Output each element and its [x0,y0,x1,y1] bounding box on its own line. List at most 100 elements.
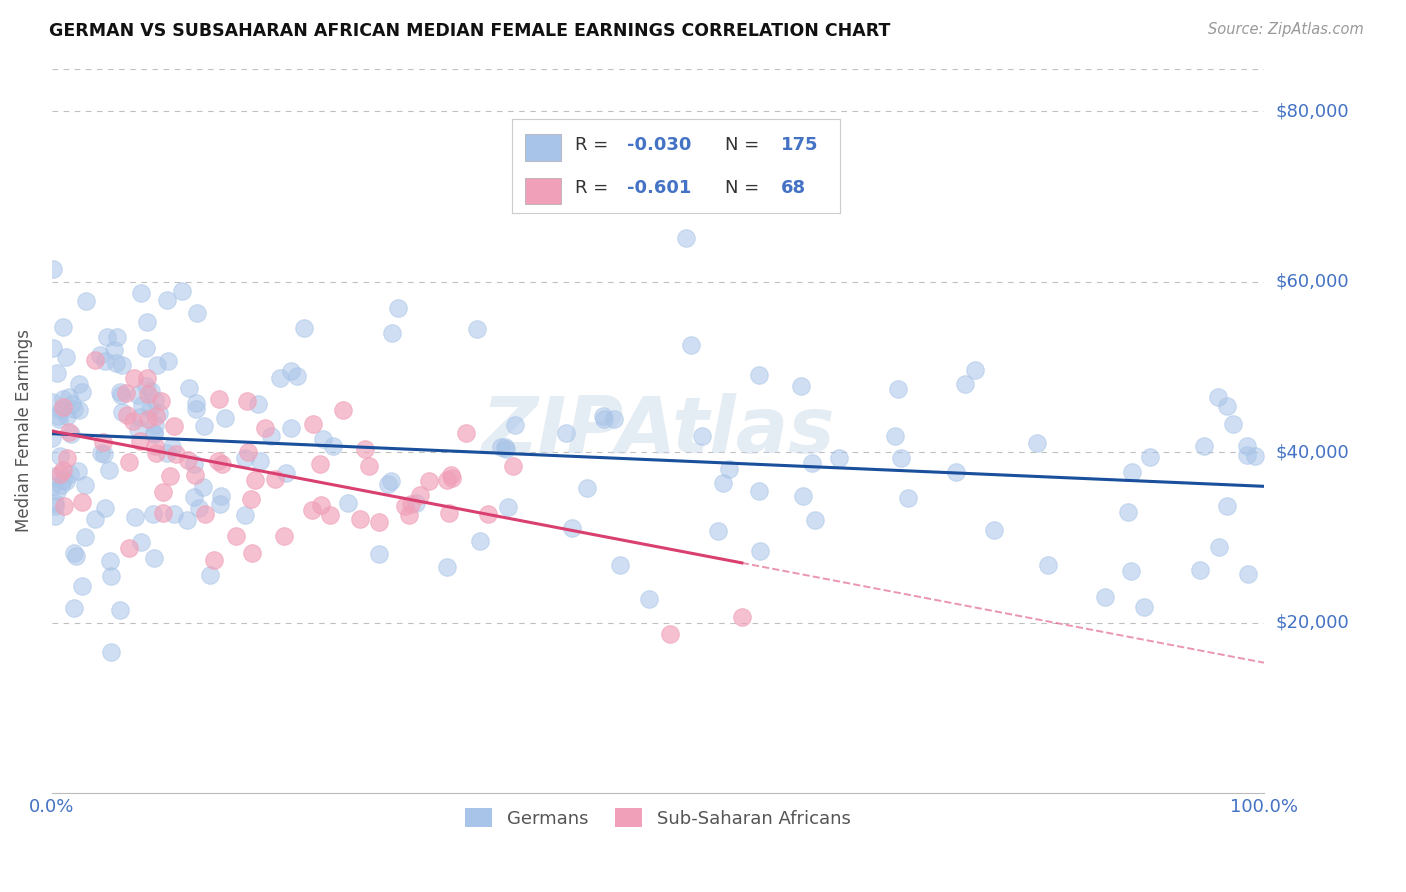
Point [90,446,112,460]
Point [359,459,381,474]
Point [711,475,734,490]
Point [152,507,174,521]
Point [84,353,107,368]
Point [675,231,697,245]
Point [440,471,463,485]
Point [717,461,740,475]
Legend: Germans, Sub-Saharan Africans: Germans, Sub-Saharan Africans [458,801,858,835]
Point [136,386,159,401]
Point [97,463,120,477]
Point [209,497,232,511]
Point [1222,417,1244,432]
Point [46,409,69,423]
Point [139,384,162,399]
Point [236,393,259,408]
Y-axis label: Median Female Earnings: Median Female Earnings [15,329,32,533]
Point [110,387,132,401]
Point [301,503,323,517]
Point [308,457,330,471]
Point [593,412,616,426]
Point [52,500,75,514]
Point [148,407,170,421]
Point [70,579,93,593]
Text: $20,000: $20,000 [1275,614,1348,632]
Point [63,546,86,560]
Point [163,418,186,433]
Point [139,401,162,415]
Point [183,490,205,504]
Point [592,409,614,424]
Point [176,513,198,527]
Point [41,431,63,445]
Point [145,446,167,460]
Point [117,409,139,423]
Point [149,394,172,409]
Point [409,487,432,501]
Point [274,467,297,481]
Point [142,507,165,521]
Point [209,489,232,503]
Point [707,524,730,538]
Point [67,377,90,392]
Point [188,500,211,515]
Point [367,547,389,561]
Point [387,301,409,315]
Point [117,541,139,555]
Point [94,353,117,368]
Point [127,388,149,402]
Point [336,496,359,510]
Point [156,354,179,368]
Point [1216,399,1239,413]
Point [111,358,134,372]
Point [575,481,598,495]
Point [62,397,84,411]
Point [1206,390,1229,404]
Point [145,409,167,423]
Point [259,429,281,443]
Point [495,442,517,456]
Point [44,499,66,513]
Point [65,549,87,563]
Point [280,421,302,435]
Point [186,306,208,320]
Point [49,449,72,463]
Point [184,396,207,410]
Point [129,286,152,301]
Point [890,451,912,466]
Point [240,492,263,507]
Point [51,392,73,406]
Point [405,496,427,510]
Point [436,560,458,574]
Point [48,467,70,481]
Point [1133,600,1156,615]
Point [70,495,93,509]
Point [377,477,399,491]
Point [790,378,813,392]
Point [749,544,772,558]
Point [945,465,967,479]
Point [309,498,332,512]
Point [292,321,315,335]
Point [198,568,221,582]
Point [225,529,247,543]
Point [105,330,128,344]
Point [89,348,111,362]
Point [418,475,440,489]
Point [159,469,181,483]
Point [502,458,524,473]
Point [273,529,295,543]
Point [51,477,73,491]
Point [202,553,225,567]
Point [135,342,157,356]
Point [52,473,75,487]
Point [555,425,578,440]
Point [208,392,231,406]
Point [1139,450,1161,465]
Point [983,523,1005,537]
Point [887,383,910,397]
Point [1192,439,1215,453]
Point [398,508,420,522]
Point [108,384,131,399]
Point [748,368,770,383]
Point [194,507,217,521]
